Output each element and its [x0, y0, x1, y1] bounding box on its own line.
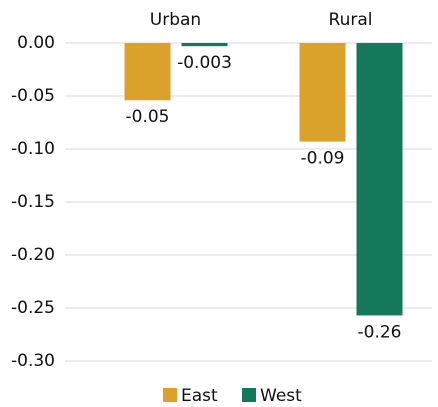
y-tick-label: 0.00 [17, 33, 55, 53]
legend-label: East [181, 386, 218, 406]
y-tick-label: -0.05 [11, 86, 55, 106]
data-label: -0.09 [301, 149, 345, 169]
bar [299, 43, 346, 142]
x-tick-label: Rural [329, 10, 373, 30]
y-tick-label: -0.15 [11, 192, 55, 212]
legend-swatch [163, 388, 177, 402]
legend-swatch [242, 388, 256, 402]
y-tick-label: -0.20 [11, 245, 55, 265]
bar [356, 43, 403, 316]
bar [124, 43, 171, 101]
data-label: -0.26 [358, 322, 402, 342]
y-tick-label: -0.10 [11, 139, 55, 159]
y-tick-label: -0.25 [11, 298, 55, 318]
data-label: -0.003 [177, 53, 232, 73]
y-tick-label: -0.30 [11, 351, 55, 371]
legend-label: West [260, 386, 302, 406]
x-tick-label: Urban [150, 10, 201, 30]
data-label: -0.05 [126, 107, 170, 127]
bar [181, 43, 228, 47]
